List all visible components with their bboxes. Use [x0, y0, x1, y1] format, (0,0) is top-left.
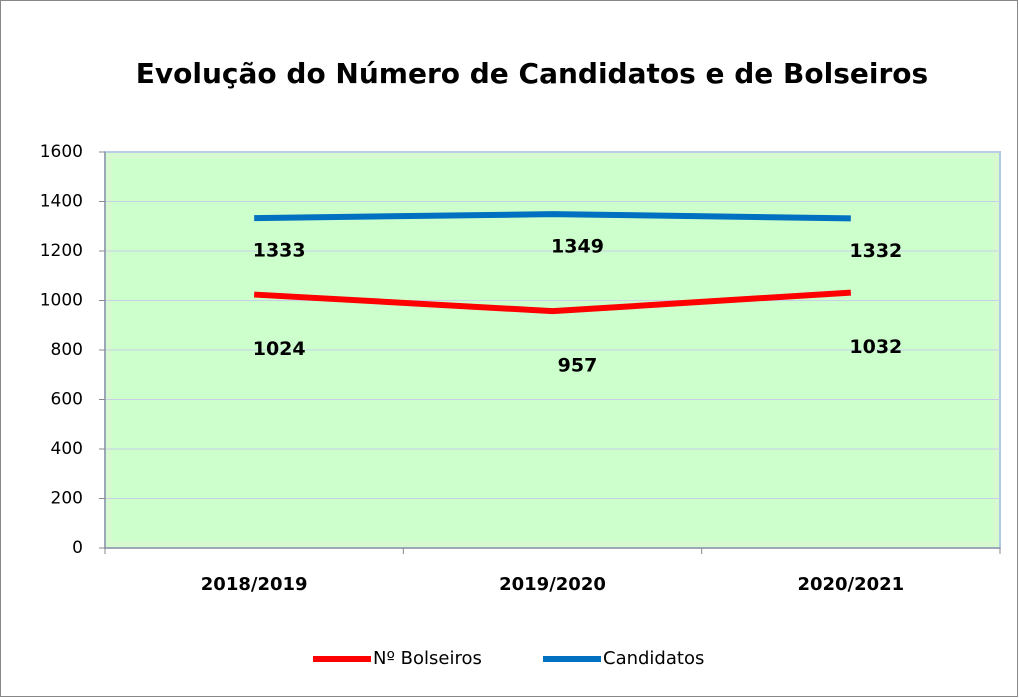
- data-label: 957: [558, 355, 598, 377]
- data-label: 1332: [849, 240, 902, 262]
- x-tick-label: 2020/2021: [797, 574, 904, 595]
- legend-label: Nº Bolseiros: [373, 648, 482, 669]
- series-line: [254, 211, 851, 222]
- y-tick-label: 600: [51, 390, 83, 410]
- y-tick-label: 400: [51, 439, 83, 459]
- x-tick-label: 2019/2020: [499, 574, 606, 595]
- data-label: 1349: [551, 236, 604, 258]
- y-tick-label: 1200: [40, 241, 83, 261]
- data-label: 1333: [253, 240, 306, 262]
- series-line: [254, 289, 852, 315]
- y-tick-label: 0: [72, 538, 83, 558]
- y-tick-label: 200: [51, 489, 83, 509]
- data-label: 1032: [849, 336, 902, 358]
- legend-label: Candidatos: [603, 648, 704, 669]
- y-tick-label: 1400: [40, 192, 83, 212]
- x-tick-label: 2018/2019: [201, 574, 308, 595]
- y-tick-label: 800: [51, 340, 83, 360]
- chart-title: Evolução do Número de Candidatos e de Bo…: [136, 57, 928, 90]
- y-tick-label: 1600: [40, 142, 83, 162]
- data-label: 1024: [253, 338, 306, 360]
- y-tick-label: 1000: [40, 291, 83, 311]
